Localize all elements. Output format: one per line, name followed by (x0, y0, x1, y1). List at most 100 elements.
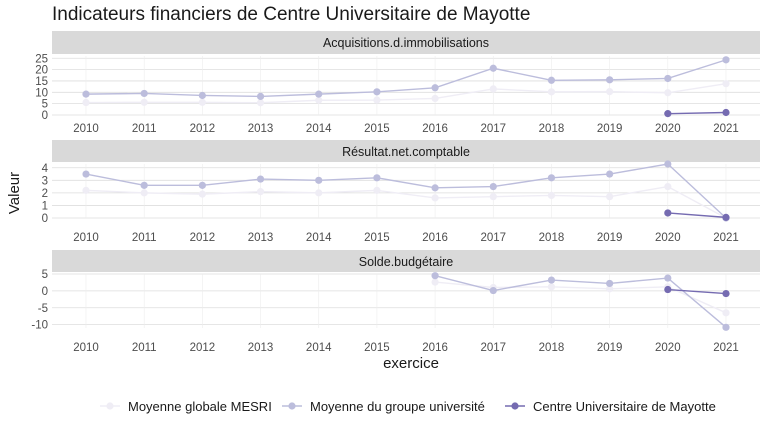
data-point (431, 278, 439, 286)
x-tick-label: 2020 (655, 123, 681, 135)
x-tick-label: 2013 (248, 342, 274, 354)
data-point (315, 176, 323, 184)
series-line (667, 111, 727, 115)
x-tick-label: 2011 (132, 342, 157, 354)
chart-title: Indicateurs financiers de Centre Univers… (52, 4, 530, 25)
x-tick-label: 2010 (73, 232, 99, 244)
legend-label: Moyenne du groupe université (310, 399, 485, 414)
legend-key-point (106, 402, 114, 410)
legend-item: Moyenne du groupe université (282, 399, 485, 414)
data-point (198, 98, 206, 106)
facet-panel: Solde.budgétaire -10 -5 0 5 2010 2011 2012 2013 2… (31, 250, 760, 354)
x-tick-label: 2018 (539, 342, 565, 354)
data-point (664, 274, 672, 282)
data-point (547, 88, 556, 96)
data-point (198, 91, 206, 100)
x-tick-label: 2010 (73, 342, 99, 354)
data-point (664, 160, 672, 168)
data-point (373, 186, 381, 194)
series-line (434, 275, 727, 328)
legend-label: Centre Universitaire de Mayotte (533, 399, 716, 414)
x-tick-label: 2017 (480, 232, 506, 244)
data-point (489, 85, 497, 93)
data-point (606, 193, 614, 201)
x-tick-label: 2021 (713, 342, 739, 354)
data-point (373, 88, 381, 96)
data-point (140, 189, 148, 197)
data-point (606, 76, 614, 84)
legend-item: Centre Universitaire de Mayotte (505, 399, 716, 414)
data-point (431, 84, 439, 92)
data-point (140, 181, 148, 189)
data-point (373, 96, 381, 104)
x-tick-label: 2014 (306, 123, 332, 135)
x-tick-label: 2020 (655, 342, 681, 354)
data-point (664, 74, 672, 83)
y-tick-label: 15 (35, 76, 48, 88)
x-tick-label: 2013 (248, 123, 274, 135)
data-point (256, 188, 265, 196)
data-point (722, 56, 730, 64)
data-point (82, 90, 90, 98)
x-tick-label: 2011 (132, 232, 157, 244)
x-tick-label: 2018 (539, 232, 565, 244)
data-point (256, 175, 265, 183)
x-tick-label: 2017 (480, 123, 506, 135)
data-point (722, 80, 730, 88)
data-point (431, 184, 439, 192)
x-tick-label: 2016 (422, 232, 448, 244)
y-tick-label: -10 (31, 320, 48, 332)
legend-key-point (511, 402, 519, 410)
legend-key-point (288, 402, 296, 410)
data-point (315, 90, 323, 98)
data-point (256, 99, 265, 107)
series-line (667, 212, 727, 219)
facet-panels: Acquisitions.d.immobilisations0510152025… (31, 31, 760, 354)
data-point (664, 209, 672, 217)
data-point (489, 193, 497, 201)
data-point (722, 289, 730, 298)
x-tick-label: 2015 (364, 232, 390, 244)
x-tick-label: 2010 (73, 123, 99, 135)
facet-panel: Acquisitions.d.immobilisations 0510152025… (35, 31, 760, 135)
x-tick-label: 2018 (539, 123, 565, 135)
data-point (82, 170, 90, 178)
x-tick-label: 2011 (132, 123, 157, 135)
data-point (140, 89, 148, 98)
data-point (82, 98, 90, 107)
data-point (256, 92, 265, 100)
data-point (547, 174, 556, 182)
facet-strip-label: Acquisitions.d.immobilisations (323, 36, 489, 50)
data-point (431, 194, 439, 202)
x-tick-label: 2019 (597, 342, 623, 354)
y-tick-label: 1 (42, 200, 48, 212)
data-point (606, 88, 614, 96)
x-tick-label: 2019 (597, 232, 623, 244)
series-line (85, 59, 727, 98)
x-tick-label: 2015 (364, 342, 390, 354)
x-axis-title: exercice (383, 355, 439, 372)
series-line (85, 82, 727, 104)
y-axis-title: Valeur (6, 172, 23, 214)
data-point (547, 283, 556, 291)
data-point (664, 183, 672, 191)
data-point (722, 213, 730, 221)
y-tick-label: 0 (42, 110, 48, 122)
x-tick-label: 2012 (190, 123, 216, 135)
data-point (606, 279, 614, 288)
x-tick-label: 2019 (597, 123, 623, 135)
legend: Moyenne globale MESRI Moyenne du groupe u… (100, 399, 716, 414)
y-tick-label: 2 (42, 188, 48, 200)
x-tick-label: 2021 (713, 123, 739, 135)
data-point (198, 181, 206, 189)
facet-strip (52, 250, 760, 272)
x-tick-label: 2021 (713, 232, 739, 244)
x-tick-label: 2014 (306, 342, 332, 354)
data-point (489, 286, 497, 295)
x-tick-label: 2013 (248, 232, 274, 244)
data-point (547, 76, 556, 84)
facet-strip-label: Solde.budgétaire (359, 255, 454, 269)
x-tick-label: 2016 (422, 123, 448, 135)
facet-strip (52, 31, 760, 54)
y-tick-label: 4 (42, 163, 49, 175)
